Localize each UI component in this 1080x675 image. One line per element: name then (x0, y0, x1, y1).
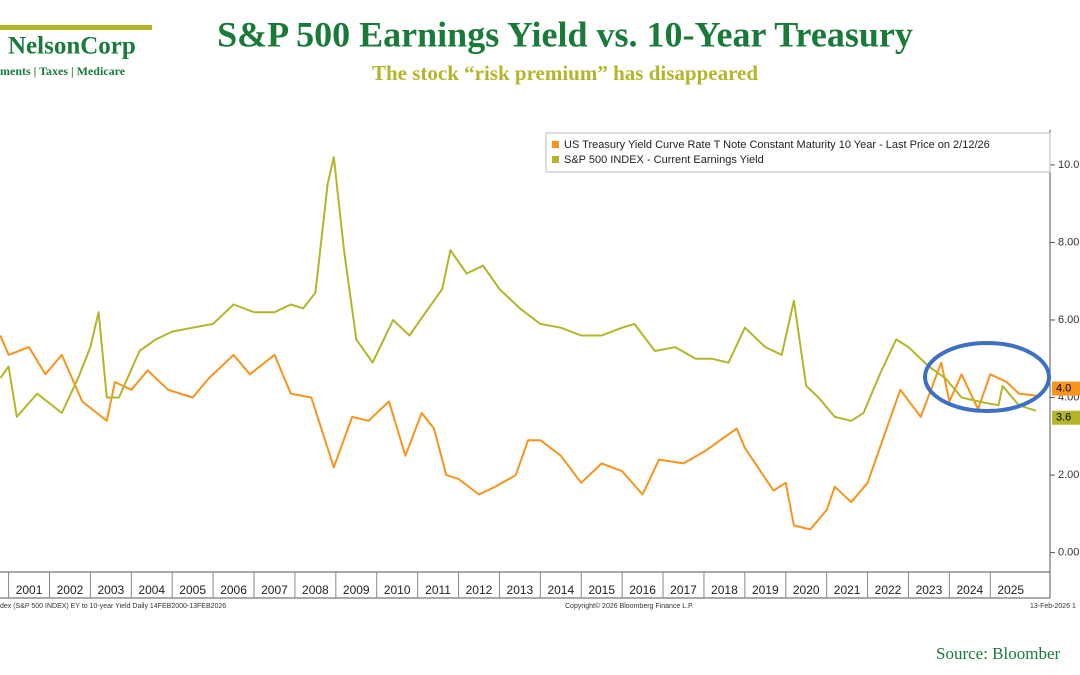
x-tick-label: 2020 (793, 583, 820, 597)
x-tick-label: 2018 (711, 583, 738, 597)
y-tick-label: 10.0 (1058, 159, 1079, 171)
x-tick-label: 2024 (956, 583, 983, 597)
x-tick-label: 2011 (425, 583, 451, 597)
x-tick-label: 2008 (302, 583, 329, 597)
date-stamp: 13-Feb-2026 1 (1030, 603, 1076, 610)
x-tick-label: 2015 (588, 583, 615, 597)
end-label-box (1052, 381, 1080, 396)
legend-label: S&P 500 INDEX - Current Earnings Yield (564, 154, 764, 166)
legend-label: US Treasury Yield Curve Rate T Note Cons… (564, 139, 990, 151)
x-tick-label: 2013 (507, 583, 534, 597)
x-tick-label: 2021 (834, 583, 861, 597)
copyright: Copyright© 2026 Bloomberg Finance L.P. (565, 602, 694, 610)
x-tick-label: 2022 (875, 583, 902, 597)
y-tick-label: 6.00 (1058, 314, 1079, 326)
x-tick-label: 2019 (752, 583, 779, 597)
x-tick-label: 2014 (547, 583, 574, 597)
x-tick-label: 2010 (384, 583, 411, 597)
footnote: dex (S&P 500 INDEX) EY to 10-year Yield … (0, 603, 226, 610)
logo-bar (0, 25, 152, 30)
legend-swatch (552, 156, 559, 163)
series-line (0, 156, 1037, 422)
x-tick-label: 2017 (670, 583, 697, 597)
x-tick-label: 2025 (997, 583, 1024, 597)
logo-name: NelsonCorp (8, 33, 136, 60)
x-tick-label: 2016 (629, 583, 656, 597)
x-tick-label: 2001 (16, 583, 43, 597)
x-tick-label: 2005 (179, 583, 206, 597)
end-label: 4.0 (1056, 382, 1071, 394)
y-tick-label: 8.00 (1058, 236, 1079, 248)
chart-title: S&P 500 Earnings Yield vs. 10-Year Treas… (217, 14, 913, 54)
legend-swatch (552, 141, 559, 148)
logo-tagline: ments | Taxes | Medicare (0, 64, 126, 78)
legend-box (545, 132, 1051, 173)
x-tick-label: 2003 (97, 583, 124, 597)
x-tick-label: 2023 (916, 583, 943, 597)
x-tick-label: 2012 (466, 583, 493, 597)
chart-subtitle: The stock “risk premium” has disappeared (372, 61, 758, 85)
end-label-box (1052, 410, 1080, 425)
y-tick-label: 0.00 (1058, 547, 1079, 559)
x-tick-label: 2002 (57, 583, 84, 597)
x-tick-label: 2004 (138, 583, 165, 597)
series-line (0, 335, 1037, 531)
x-tick-label: 2006 (220, 583, 247, 597)
x-tick-label: 2007 (261, 583, 288, 597)
highlight-circle (923, 341, 1051, 413)
y-tick-label: 2.00 (1058, 469, 1079, 481)
source: Source: Bloomber (936, 644, 1061, 663)
x-tick-label: 2009 (343, 583, 370, 597)
end-label: 3.6 (1056, 412, 1071, 424)
